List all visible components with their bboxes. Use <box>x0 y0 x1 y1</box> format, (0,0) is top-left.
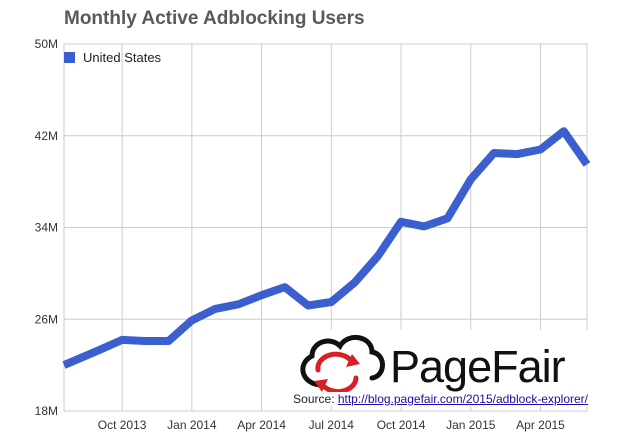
x-tick-label: Oct 2013 <box>98 418 147 432</box>
y-tick-label: 18M <box>35 404 58 418</box>
y-tick-label: 34M <box>35 221 58 235</box>
source-label: Source: <box>293 392 335 406</box>
source-link[interactable]: http://blog.pagefair.com/2015/adblock-ex… <box>337 392 588 406</box>
source-attribution: Source: http://blog.pagefair.com/2015/ad… <box>291 392 590 406</box>
cloud-refresh-icon <box>300 335 385 395</box>
legend-label-united-states: United States <box>83 50 162 65</box>
legend-swatch-united-states <box>64 52 75 63</box>
x-tick-label: Oct 2014 <box>377 418 426 432</box>
legend: United States <box>64 50 162 65</box>
y-axis-tick-labels: 18M 26M 34M 42M 50M <box>35 37 58 418</box>
x-tick-label: Jul 2014 <box>309 418 355 432</box>
x-tick-label: Apr 2015 <box>516 418 565 432</box>
y-tick-label: 42M <box>35 129 58 143</box>
x-tick-label: Jan 2014 <box>167 418 217 432</box>
x-tick-label: Apr 2014 <box>237 418 286 432</box>
y-tick-label: 26M <box>35 312 58 326</box>
horizontal-gridlines <box>64 135 587 320</box>
x-tick-label: Jan 2015 <box>446 418 496 432</box>
logo-background <box>290 330 590 392</box>
chart-title: Monthly Active Adblocking Users <box>64 8 365 29</box>
pagefair-logo: PageFair <box>290 330 590 395</box>
series-layer <box>62 127 591 369</box>
y-tick-label: 50M <box>35 37 58 51</box>
pagefair-logo-text: PageFair <box>390 341 566 392</box>
x-axis-tick-labels: Oct 2013 Jan 2014 Apr 2014 Jul 2014 Oct 2014… <box>98 418 565 432</box>
